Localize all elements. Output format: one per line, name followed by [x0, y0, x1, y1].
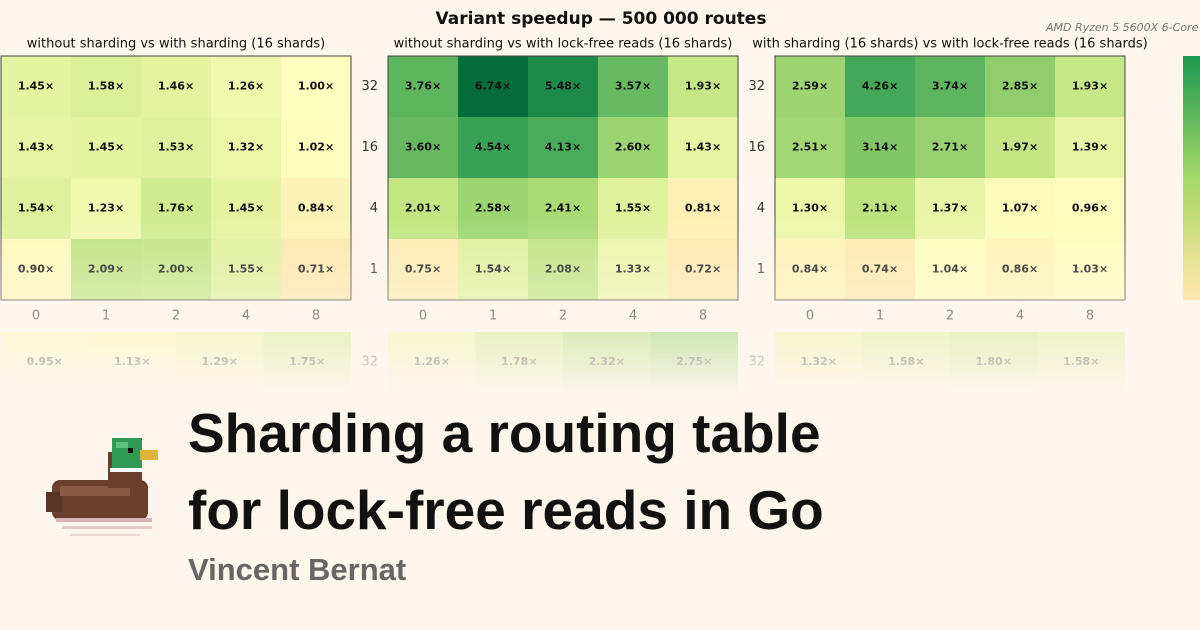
- row-label: 32: [748, 79, 765, 94]
- heatmap-cell: [211, 117, 281, 178]
- cell-label: 2.58×: [475, 202, 511, 215]
- heatmap-cell: [845, 117, 915, 178]
- cell-label: 1.37×: [932, 202, 968, 215]
- cell-label: 1.39×: [1072, 141, 1108, 154]
- cell-label: 1.43×: [685, 141, 721, 154]
- heatmap-cell: [141, 56, 211, 117]
- cell-label: 1.76×: [158, 202, 194, 215]
- cell-label: 4.26×: [862, 80, 898, 93]
- cell-label: 0.96×: [1072, 202, 1108, 215]
- heatmap-cell: [71, 56, 141, 117]
- cell-label: 0.84×: [298, 202, 334, 215]
- heatmap-cell: [281, 117, 351, 178]
- heatmap-cell: [985, 117, 1055, 178]
- heatmap-cell: [668, 117, 738, 178]
- cell-label: 1.30×: [792, 202, 828, 215]
- heatmap-cell: [388, 117, 458, 178]
- heatmap-cell: [845, 56, 915, 117]
- cell-label: 1.97×: [1002, 141, 1038, 154]
- cell-label: 2.85×: [1002, 80, 1038, 93]
- duck-logo: [46, 438, 158, 536]
- cell-label: 3.57×: [615, 80, 651, 93]
- heatmap-cell: [915, 117, 985, 178]
- heatmap-cell: [528, 117, 598, 178]
- cell-label: 2.59×: [792, 80, 828, 93]
- cell-label: 1.32×: [228, 141, 264, 154]
- panel-title: without sharding vs with lock-free reads…: [394, 37, 733, 52]
- cell-label: 5.48×: [545, 80, 581, 93]
- heatmap-cell: [458, 56, 528, 117]
- cell-label: 3.76×: [405, 80, 441, 93]
- heatmap-cell: [915, 56, 985, 117]
- cell-label: 1.07×: [1002, 202, 1038, 215]
- cell-label: 2.11×: [862, 202, 898, 215]
- machine-label: AMD Ryzen 5 5600X 6-Core: [1045, 21, 1199, 34]
- cell-label: 6.74×: [475, 80, 511, 93]
- cell-label: 1.26×: [228, 80, 264, 93]
- heatmap-cell: [281, 56, 351, 117]
- cell-label: 1.55×: [615, 202, 651, 215]
- post-title-line: for lock-free reads in Go: [188, 479, 824, 541]
- cell-label: 1.93×: [685, 80, 721, 93]
- panel-title: with sharding (16 shards) vs with lock-f…: [752, 37, 1148, 52]
- post-title-line: Sharding a routing table: [188, 402, 821, 464]
- cell-label: 1.00×: [298, 80, 334, 93]
- heatmap-cell: [1, 56, 71, 117]
- heatmap-cell: [775, 56, 845, 117]
- heatmap-cell: [71, 117, 141, 178]
- row-label: 16: [748, 140, 765, 155]
- heatmap-cell: [598, 56, 668, 117]
- heatmap-cell: [211, 56, 281, 117]
- row-label: 32: [361, 79, 378, 94]
- heatmap-cell: [1055, 56, 1125, 117]
- cell-label: 1.46×: [158, 80, 194, 93]
- author: Vincent Bernat: [188, 552, 406, 587]
- figure-title: Variant speedup — 500 000 routes: [436, 9, 767, 29]
- cell-label: 1.93×: [1072, 80, 1108, 93]
- heatmap-cell: [388, 56, 458, 117]
- cell-label: 2.60×: [615, 141, 651, 154]
- fade-overlay: [0, 215, 1200, 395]
- heatmap-cell: [528, 56, 598, 117]
- heatmap-cell: [775, 117, 845, 178]
- heatmap-cell: [668, 56, 738, 117]
- cell-label: 3.74×: [932, 80, 968, 93]
- cell-label: 2.41×: [545, 202, 581, 215]
- row-label: 4: [370, 201, 378, 216]
- row-label: 16: [361, 140, 378, 155]
- cell-label: 1.45×: [88, 141, 124, 154]
- heatmap-cell: [985, 56, 1055, 117]
- cell-label: 2.51×: [792, 141, 828, 154]
- cell-label: 1.45×: [228, 202, 264, 215]
- cell-label: 3.14×: [862, 141, 898, 154]
- cell-label: 2.71×: [932, 141, 968, 154]
- panel-title: without sharding vs with sharding (16 sh…: [27, 37, 325, 52]
- cell-label: 1.53×: [158, 141, 194, 154]
- cell-label: 1.02×: [298, 141, 334, 154]
- cell-label: 3.60×: [405, 141, 441, 154]
- cell-label: 1.45×: [18, 80, 54, 93]
- cell-label: 1.23×: [88, 202, 124, 215]
- cell-label: 2.01×: [405, 202, 441, 215]
- cell-label: 1.58×: [88, 80, 124, 93]
- row-label: 4: [757, 201, 765, 216]
- heatmap-cell: [458, 117, 528, 178]
- cell-label: 0.81×: [685, 202, 721, 215]
- heatmap-cell: [598, 117, 668, 178]
- heatmap-cell: [141, 117, 211, 178]
- cell-label: 1.54×: [18, 202, 54, 215]
- footer-background: [0, 394, 1200, 630]
- cell-label: 4.13×: [545, 141, 581, 154]
- heatmap-cell: [1055, 117, 1125, 178]
- heatmap-cell: [1, 117, 71, 178]
- cell-label: 4.54×: [475, 141, 511, 154]
- cell-label: 1.43×: [18, 141, 54, 154]
